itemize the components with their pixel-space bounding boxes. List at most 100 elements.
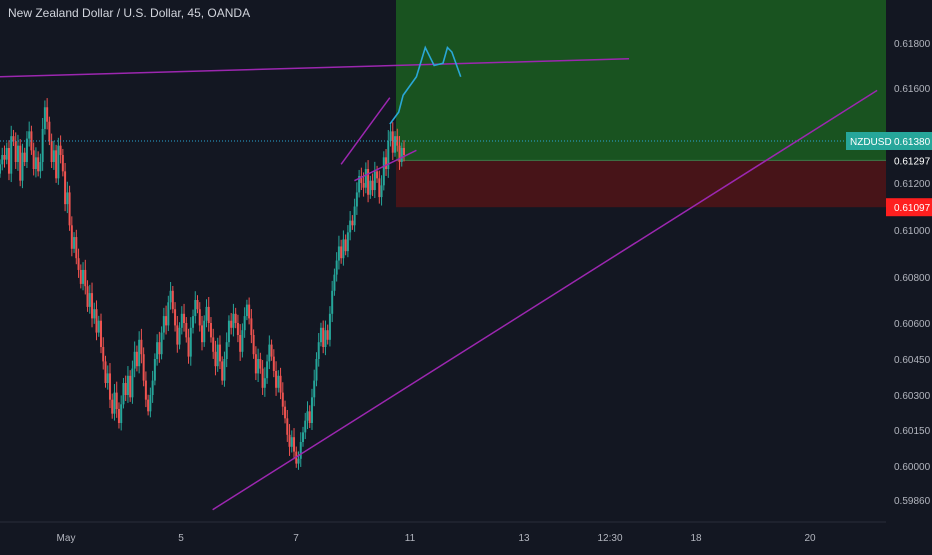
candle-body xyxy=(178,327,181,345)
candle-body xyxy=(0,164,1,174)
candle-body xyxy=(126,375,129,395)
price-axis[interactable] xyxy=(886,0,932,550)
candle-body xyxy=(52,150,55,162)
candle-body xyxy=(326,330,329,340)
candle-body xyxy=(389,131,392,141)
stop-zone[interactable] xyxy=(396,160,886,208)
candle-body xyxy=(151,380,154,395)
candle-body xyxy=(153,359,156,381)
candle-body xyxy=(279,375,282,393)
y-tick-label: 0.60300 xyxy=(894,391,931,402)
candle-body xyxy=(304,420,307,433)
candle-body xyxy=(290,437,293,447)
candle-body xyxy=(28,131,31,139)
candle-body xyxy=(261,368,264,388)
candle-body xyxy=(68,192,71,226)
candle-body xyxy=(394,136,397,153)
trendline-rising-support[interactable] xyxy=(212,89,878,511)
candle-body xyxy=(293,437,296,452)
y-tick-label: 0.60150 xyxy=(894,426,931,437)
candle-body xyxy=(147,399,150,412)
candle-body xyxy=(144,380,147,400)
candle-body xyxy=(241,330,244,352)
candle-body xyxy=(73,237,76,249)
candle-body xyxy=(218,344,221,362)
y-tick-label: 0.61800 xyxy=(894,39,931,50)
candle-body xyxy=(232,313,235,328)
candle-body xyxy=(133,351,136,369)
candle-body xyxy=(140,339,143,355)
candle-body xyxy=(43,107,46,129)
candle-body xyxy=(117,409,120,423)
y-tick-label: 0.60800 xyxy=(894,273,931,284)
candle-body xyxy=(135,351,138,367)
candle-body xyxy=(302,432,304,442)
candle-body xyxy=(156,342,159,359)
candle-body xyxy=(122,383,125,405)
candle-body xyxy=(21,152,24,181)
candle-body xyxy=(37,157,40,172)
candle-body xyxy=(391,131,394,153)
candle-body xyxy=(245,304,248,317)
candle-body xyxy=(185,323,188,338)
candle-body xyxy=(310,397,313,423)
candle-body xyxy=(362,183,365,188)
x-tick-label: 5 xyxy=(178,533,184,544)
candle-body xyxy=(364,169,367,188)
candle-body xyxy=(335,260,338,275)
candle-body xyxy=(70,225,73,249)
candle-body xyxy=(100,320,102,347)
candle-body xyxy=(86,286,89,307)
candle-body xyxy=(250,318,253,335)
candle-body xyxy=(129,375,132,398)
symbol-badge xyxy=(846,132,886,150)
projection-path[interactable] xyxy=(389,45,462,125)
candle-body xyxy=(259,359,262,369)
candle-body xyxy=(79,269,82,284)
candle-body xyxy=(396,136,399,146)
candle-body xyxy=(227,320,230,343)
candle-body xyxy=(205,306,208,321)
candle-body xyxy=(165,316,168,326)
trendline-channel-lower[interactable] xyxy=(354,149,417,182)
candle-body xyxy=(275,371,278,388)
candle-body xyxy=(380,185,383,198)
candle-body xyxy=(344,239,347,252)
candle-body xyxy=(14,141,17,162)
candle-body xyxy=(212,337,215,352)
x-tick-label: 7 xyxy=(293,533,299,544)
target-zone[interactable] xyxy=(396,0,886,161)
candle-body xyxy=(93,309,96,319)
candle-body xyxy=(398,145,401,162)
candle-body xyxy=(225,342,228,359)
candle-body xyxy=(41,128,44,162)
candle-body xyxy=(324,330,327,347)
candle-body xyxy=(19,145,22,181)
candle-body xyxy=(367,169,370,195)
candle-body xyxy=(288,434,291,447)
y-tick-label: 0.60000 xyxy=(894,462,931,473)
candle-body xyxy=(158,342,161,355)
y-tick-label: 0.61600 xyxy=(894,84,931,95)
trendline-channel-upper[interactable] xyxy=(340,97,391,165)
candle-body xyxy=(268,344,271,362)
candle-body xyxy=(115,392,118,409)
candle-body xyxy=(57,145,60,179)
candle-body xyxy=(169,290,172,303)
candle-body xyxy=(138,339,141,367)
candle-body xyxy=(369,180,372,195)
candle-body xyxy=(337,246,340,261)
candle-body xyxy=(104,361,107,383)
candle-body xyxy=(272,356,275,371)
candle-body xyxy=(266,361,269,379)
y-tick-label: 0.61097 xyxy=(894,203,931,214)
candle-body xyxy=(50,141,53,162)
candle-body xyxy=(281,392,284,407)
candle-body xyxy=(203,320,206,343)
trendline-upper-resistance[interactable] xyxy=(0,58,630,78)
candle-body xyxy=(263,378,266,388)
candle-body xyxy=(108,373,111,400)
candle-body xyxy=(183,313,186,323)
